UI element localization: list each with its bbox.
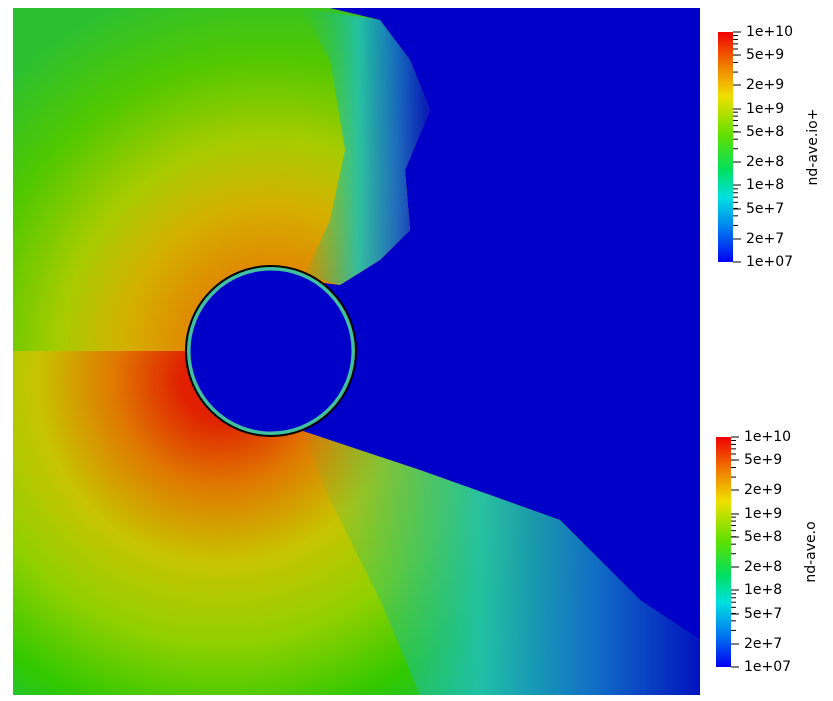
colorbar-tick-label: 1e+9 [744, 506, 782, 522]
colorbar-tick-label: 5e+8 [744, 529, 782, 545]
colorbar-tick-label: 2e+7 [744, 636, 782, 652]
obstacle-outline [185, 265, 357, 437]
colorbar-tick-label: 2e+9 [746, 77, 784, 93]
colorbar-ramp [716, 437, 731, 667]
colorbar-tick-label: 5e+9 [746, 47, 784, 63]
colorbar-tick-label: 5e+9 [744, 452, 782, 468]
upper-field [13, 8, 430, 351]
lower-field [13, 351, 700, 695]
colorbar-tick-label: 5e+7 [744, 606, 782, 622]
colorbar-tick-label: 1e+10 [744, 429, 791, 445]
colorbar-tick-label: 1e+07 [744, 659, 791, 675]
colorbar-tick-label: 2e+8 [744, 559, 782, 575]
colorbar-tick-label: 1e+8 [746, 177, 784, 193]
colorbar-tick-label: 5e+7 [746, 201, 784, 217]
colorbar-tick-label: 1e+10 [746, 24, 793, 40]
colorbar-tick-label: 1e+8 [744, 582, 782, 598]
colorbar-tick-label: 2e+7 [746, 231, 784, 247]
colorbar-tick-label: 5e+8 [746, 124, 784, 140]
colorbar-ramp [718, 32, 733, 262]
colorbar-tick-label: 2e+8 [746, 154, 784, 170]
colorbar: nd-ave.io+ 1e+10 5e+9 2e+9 1e+9 5e+8 2e+8 1e+8… [718, 24, 821, 270]
colorbar-tick-label: 1e+9 [746, 101, 784, 117]
colorbar-title: nd-ave.io+ [805, 109, 821, 186]
colorbar-tick-label: 1e+07 [746, 254, 793, 270]
obstacle-interior [185, 265, 357, 437]
colorbar-tick-label: 2e+9 [744, 482, 782, 498]
colorbar-title: nd-ave.o [803, 521, 819, 582]
colorbar: nd-ave.o 1e+10 5e+9 2e+9 1e+9 5e+8 2e+8 1e+8 5e… [716, 429, 819, 675]
